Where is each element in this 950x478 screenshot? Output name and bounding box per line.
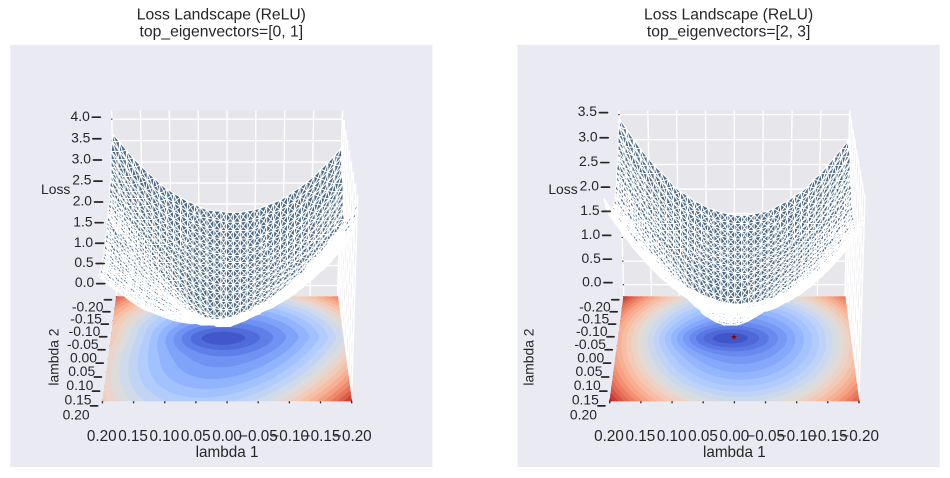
svg-text:1.5: 1.5	[73, 213, 93, 229]
svg-text:4.0: 4.0	[71, 108, 91, 124]
svg-text:-0.15: -0.15	[578, 311, 610, 327]
svg-text:0.15: 0.15	[572, 392, 599, 408]
svg-text:-0.20: -0.20	[579, 298, 611, 314]
svg-text:0.20: 0.20	[594, 428, 624, 445]
svg-text:0.05: 0.05	[688, 428, 718, 445]
svg-text:−0.10: −0.10	[270, 428, 309, 445]
svg-text:0.0: 0.0	[582, 273, 602, 289]
svg-text:0.15: 0.15	[626, 428, 656, 445]
svg-text:Loss Landscape (ReLU): Loss Landscape (ReLU)	[644, 7, 813, 24]
svg-text:−0.05: −0.05	[746, 428, 785, 445]
svg-text:−0.15: −0.15	[302, 428, 341, 445]
svg-text:-0.10: -0.10	[69, 323, 101, 339]
svg-text:top_eigenvectors=[2, 3]: top_eigenvectors=[2, 3]	[647, 24, 811, 41]
svg-text:0.05: 0.05	[181, 428, 211, 445]
svg-text:−0.10: −0.10	[778, 428, 817, 445]
svg-text:0.10: 0.10	[657, 428, 687, 445]
svg-text:0.00: 0.00	[212, 428, 242, 445]
svg-text:0.5: 0.5	[74, 254, 94, 270]
svg-text:-0.10: -0.10	[576, 323, 608, 339]
svg-text:1.0: 1.0	[74, 234, 94, 250]
svg-text:0.20: 0.20	[570, 406, 597, 422]
svg-text:0.10: 0.10	[66, 377, 93, 393]
svg-text:1.0: 1.0	[581, 226, 601, 242]
svg-text:0.00: 0.00	[577, 349, 604, 365]
svg-text:−0.20: −0.20	[333, 428, 372, 445]
svg-text:0.5: 0.5	[582, 250, 602, 266]
svg-text:0.05: 0.05	[68, 363, 95, 379]
svg-text:2.0: 2.0	[73, 193, 93, 209]
svg-text:0.10: 0.10	[574, 377, 601, 393]
svg-text:0.05: 0.05	[575, 363, 602, 379]
svg-text:0.0: 0.0	[75, 274, 95, 290]
svg-text:2.0: 2.0	[580, 178, 600, 194]
svg-text:2.5: 2.5	[72, 172, 92, 188]
svg-text:Loss: Loss	[548, 181, 577, 197]
svg-text:3.0: 3.0	[72, 151, 92, 167]
svg-text:0.00: 0.00	[70, 349, 97, 365]
svg-text:3.5: 3.5	[71, 129, 91, 145]
svg-text:−0.15: −0.15	[809, 428, 848, 445]
svg-text:0.20: 0.20	[63, 406, 90, 422]
svg-text:-0.15: -0.15	[70, 311, 102, 327]
svg-text:0.00: 0.00	[719, 428, 749, 445]
svg-text:0.20: 0.20	[87, 428, 117, 445]
svg-text:top_eigenvectors=[0, 1]: top_eigenvectors=[0, 1]	[140, 24, 304, 41]
svg-text:0.10: 0.10	[150, 428, 180, 445]
svg-text:lambda 1: lambda 1	[196, 444, 259, 461]
svg-text:1.5: 1.5	[580, 202, 600, 218]
svg-text:lambda 2: lambda 2	[521, 328, 537, 385]
svg-text:-0.05: -0.05	[574, 336, 606, 352]
svg-text:-0.20: -0.20	[72, 298, 104, 314]
svg-text:Loss: Loss	[41, 181, 70, 197]
svg-text:lambda 2: lambda 2	[46, 328, 62, 385]
svg-text:lambda 1: lambda 1	[703, 444, 766, 461]
svg-text:3.0: 3.0	[578, 128, 598, 144]
svg-text:-0.05: -0.05	[67, 336, 99, 352]
svg-text:Loss Landscape (ReLU): Loss Landscape (ReLU)	[137, 7, 306, 24]
svg-text:2.5: 2.5	[579, 153, 599, 169]
svg-text:0.15: 0.15	[65, 392, 92, 408]
svg-text:−0.05: −0.05	[239, 428, 278, 445]
svg-text:3.5: 3.5	[578, 103, 598, 119]
svg-text:0.15: 0.15	[118, 428, 148, 445]
svg-text:−0.20: −0.20	[840, 428, 879, 445]
